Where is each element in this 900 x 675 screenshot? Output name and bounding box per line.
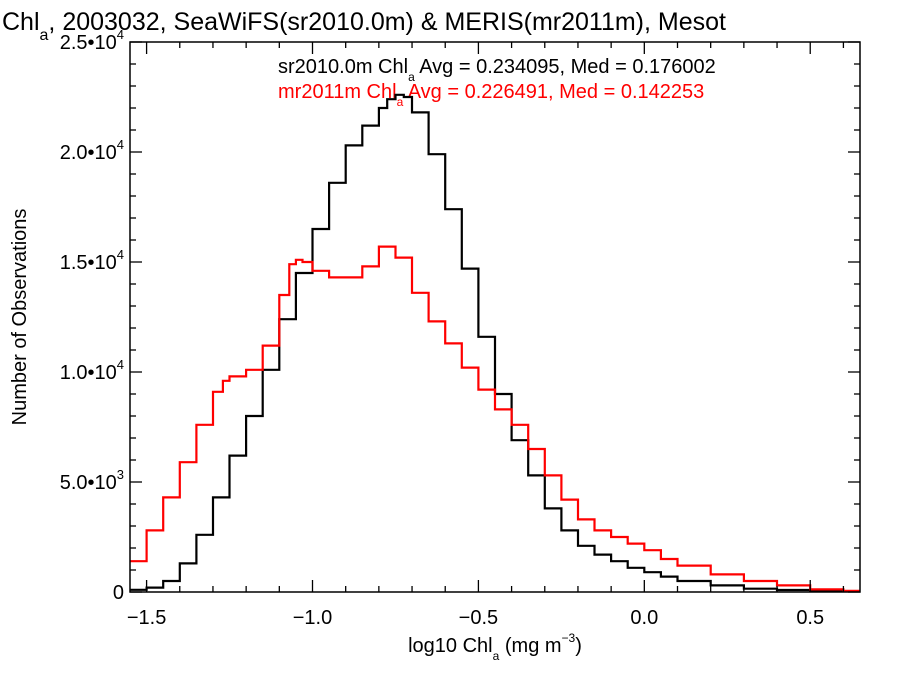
histogram-series-1 — [130, 93, 860, 592]
y-tick-label: 5.0•103 — [60, 467, 124, 494]
x-tick-label: 0.0 — [630, 607, 658, 629]
x-tick-label: −1.0 — [293, 607, 332, 629]
chart-title: Chla, 2003032, SeaWiFS(sr2010.0m) & MERI… — [2, 8, 726, 44]
stats-annotation: mr2011m Chla Avg = 0.226491, Med = 0.142… — [278, 81, 704, 109]
y-tick-label: 2.5•104 — [60, 27, 124, 54]
x-tick-label: −0.5 — [459, 607, 498, 629]
series-layer — [130, 93, 860, 592]
y-tick-label: 1.5•104 — [60, 247, 124, 274]
x-axis-label: log10 Chla (mg m−3) — [408, 631, 582, 663]
y-tick-label: 0 — [113, 582, 124, 604]
axis-label-layer: −1.5 −1.0 −0.5 0.0 0.5 0 5.0•103 1.0•104 1.5•104… — [9, 27, 824, 663]
plot-frame — [129, 41, 861, 593]
y-tick-label: 1.0•104 — [60, 357, 124, 384]
stats-annotation: sr2010.0m Chla Avg = 0.234095, Med = 0.1… — [278, 56, 716, 84]
axes-layer — [129, 41, 861, 593]
histogram-series-2 — [130, 245, 860, 592]
annotation-layer: sr2010.0m Chla Avg = 0.234095, Med = 0.1… — [278, 56, 716, 109]
y-axis-label: Number of Observations — [9, 209, 31, 426]
x-tick-label: −1.5 — [127, 607, 166, 629]
chart-title-layer: Chla, 2003032, SeaWiFS(sr2010.0m) & MERI… — [2, 8, 726, 44]
y-tick-label: 2.0•104 — [60, 137, 124, 164]
x-tick-label: 0.5 — [796, 607, 824, 629]
